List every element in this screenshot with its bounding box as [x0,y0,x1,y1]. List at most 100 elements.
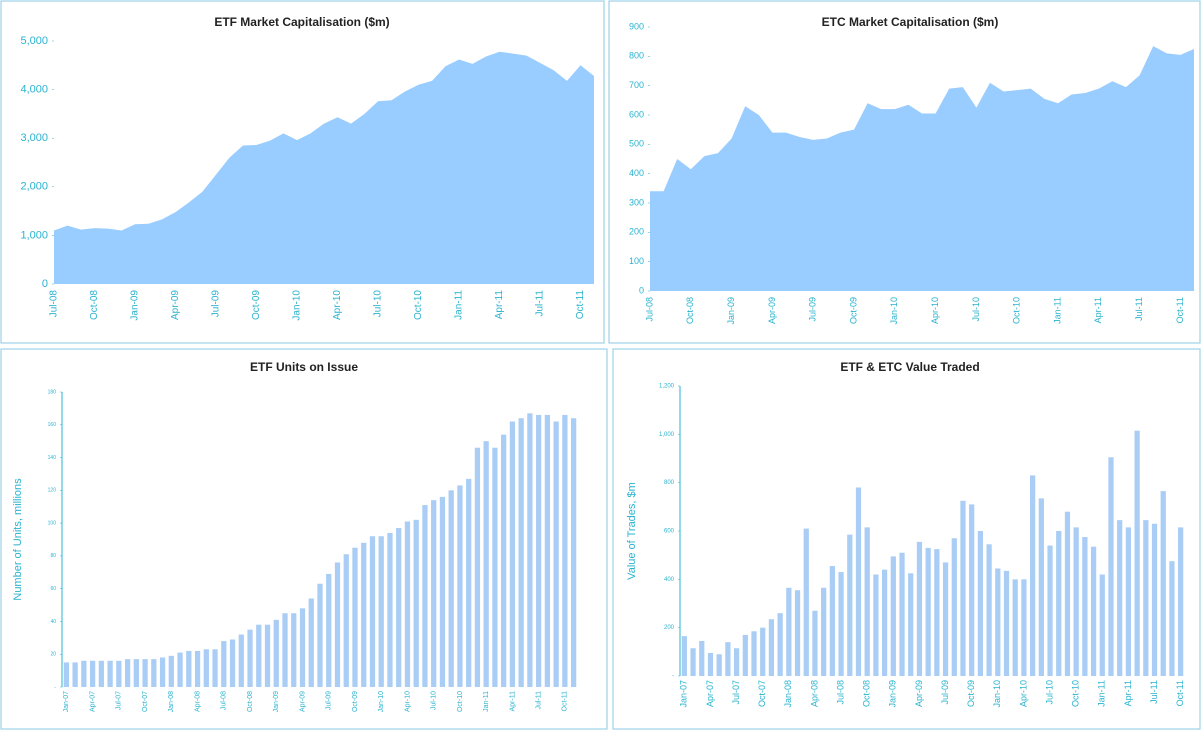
bar [821,587,827,676]
bar [439,496,446,687]
bar [361,542,367,687]
x-tick-label: Apr-11 [509,691,516,712]
bar [977,531,983,676]
bar [1073,527,1079,676]
bar [177,652,183,687]
x-tick-label: Jan-11 [483,691,490,712]
bar [212,649,218,687]
x-tick-label: Apr-08 [194,691,201,712]
bar [751,631,757,676]
y-tick-label: 40 [50,619,56,625]
x-tick-label: Oct-09 [848,297,858,324]
x-tick-label: Apr-10 [404,691,411,712]
x-tick-label: Apr-08 [809,680,819,707]
bar [777,613,783,676]
bar [934,549,940,676]
bar [264,624,271,687]
y-tick-label: 20 [50,652,56,658]
bar [1160,491,1166,676]
x-tick-label: Apr-09 [914,680,924,707]
bar [299,608,306,687]
bar [474,447,481,687]
x-tick-label: Jul-10 [1044,680,1054,705]
bar [1178,527,1184,676]
bar [124,659,131,687]
y-tick-label: 200 [629,227,644,237]
bar [1151,523,1158,676]
bar [829,566,835,676]
x-tick-label: Apr-09 [767,297,777,324]
x-tick-label: Jul-08 [644,297,654,322]
bar [194,650,201,687]
bar [544,414,551,687]
bar [960,500,966,676]
bar [925,547,931,676]
x-tick-label: Jul-08 [835,680,845,705]
y-tick-label: 1,000 [20,229,48,241]
bar [378,536,384,687]
x-tick-label: Oct-11 [1175,297,1185,323]
bar [1064,511,1071,676]
bar [501,434,507,687]
x-tick-label: Oct-09 [251,290,262,320]
bar [431,500,437,687]
area [54,51,594,284]
y-tick-label: 80 [50,553,56,559]
bar [89,660,96,687]
x-tick-label: Jan-09 [726,297,736,325]
bar [812,610,818,676]
bar [247,629,253,687]
x-tick-label: Jul-09 [808,297,818,322]
x-tick-label: Apr-11 [494,290,505,320]
bar [203,649,209,687]
x-tick-label: Jan-11 [1097,680,1107,707]
y-tick-label: 180 [48,389,57,395]
x-tick-label: Oct-10 [413,290,424,320]
bar [725,642,731,676]
x-tick-label: Apr-11 [1093,297,1103,323]
y-tick-label: 800 [664,480,675,486]
bar [81,660,87,687]
bar [855,487,862,676]
bar [786,587,792,676]
bar [221,641,227,687]
bar [343,554,349,687]
bar [847,534,853,676]
y-tick-label: 0 [639,285,644,295]
bar [1134,430,1140,676]
x-tick-label: Oct-11 [575,290,586,320]
x-tick-label: Jul-11 [1149,680,1159,704]
y-axis-label: Value of Trades, $m [626,482,638,580]
y-tick-label: 4,000 [20,84,48,96]
x-tick-label: Apr-11 [1123,680,1133,706]
x-tick-label: Jan-10 [889,297,899,325]
bar [995,568,1001,676]
bar [457,485,463,687]
bar [768,619,775,676]
x-tick-label: Jul-07 [731,680,741,705]
x-tick-label: Apr-09 [170,290,181,320]
x-tick-label: Jul-10 [373,290,384,318]
y-tick-label: - [672,674,674,680]
bar [1047,545,1053,676]
bar [699,640,705,676]
x-tick-label: Apr-07 [89,691,96,712]
x-tick-label: Oct-07 [142,691,149,712]
bar [168,655,174,687]
x-tick-label: Oct-09 [966,680,976,707]
x-tick-label: Apr-07 [705,680,715,707]
bar [387,532,393,687]
bar [1125,527,1132,676]
bar [256,624,262,687]
x-tick-label: Oct-07 [757,680,767,707]
bar [890,556,896,676]
x-tick-label: Jul-07 [116,691,123,710]
x-tick-label: Apr-10 [1018,680,1028,707]
bar [369,536,376,687]
bar [72,662,78,687]
bar [133,659,139,687]
y-tick-label: 800 [629,51,644,61]
x-tick-label: Jan-11 [454,290,465,320]
bar [483,441,489,687]
